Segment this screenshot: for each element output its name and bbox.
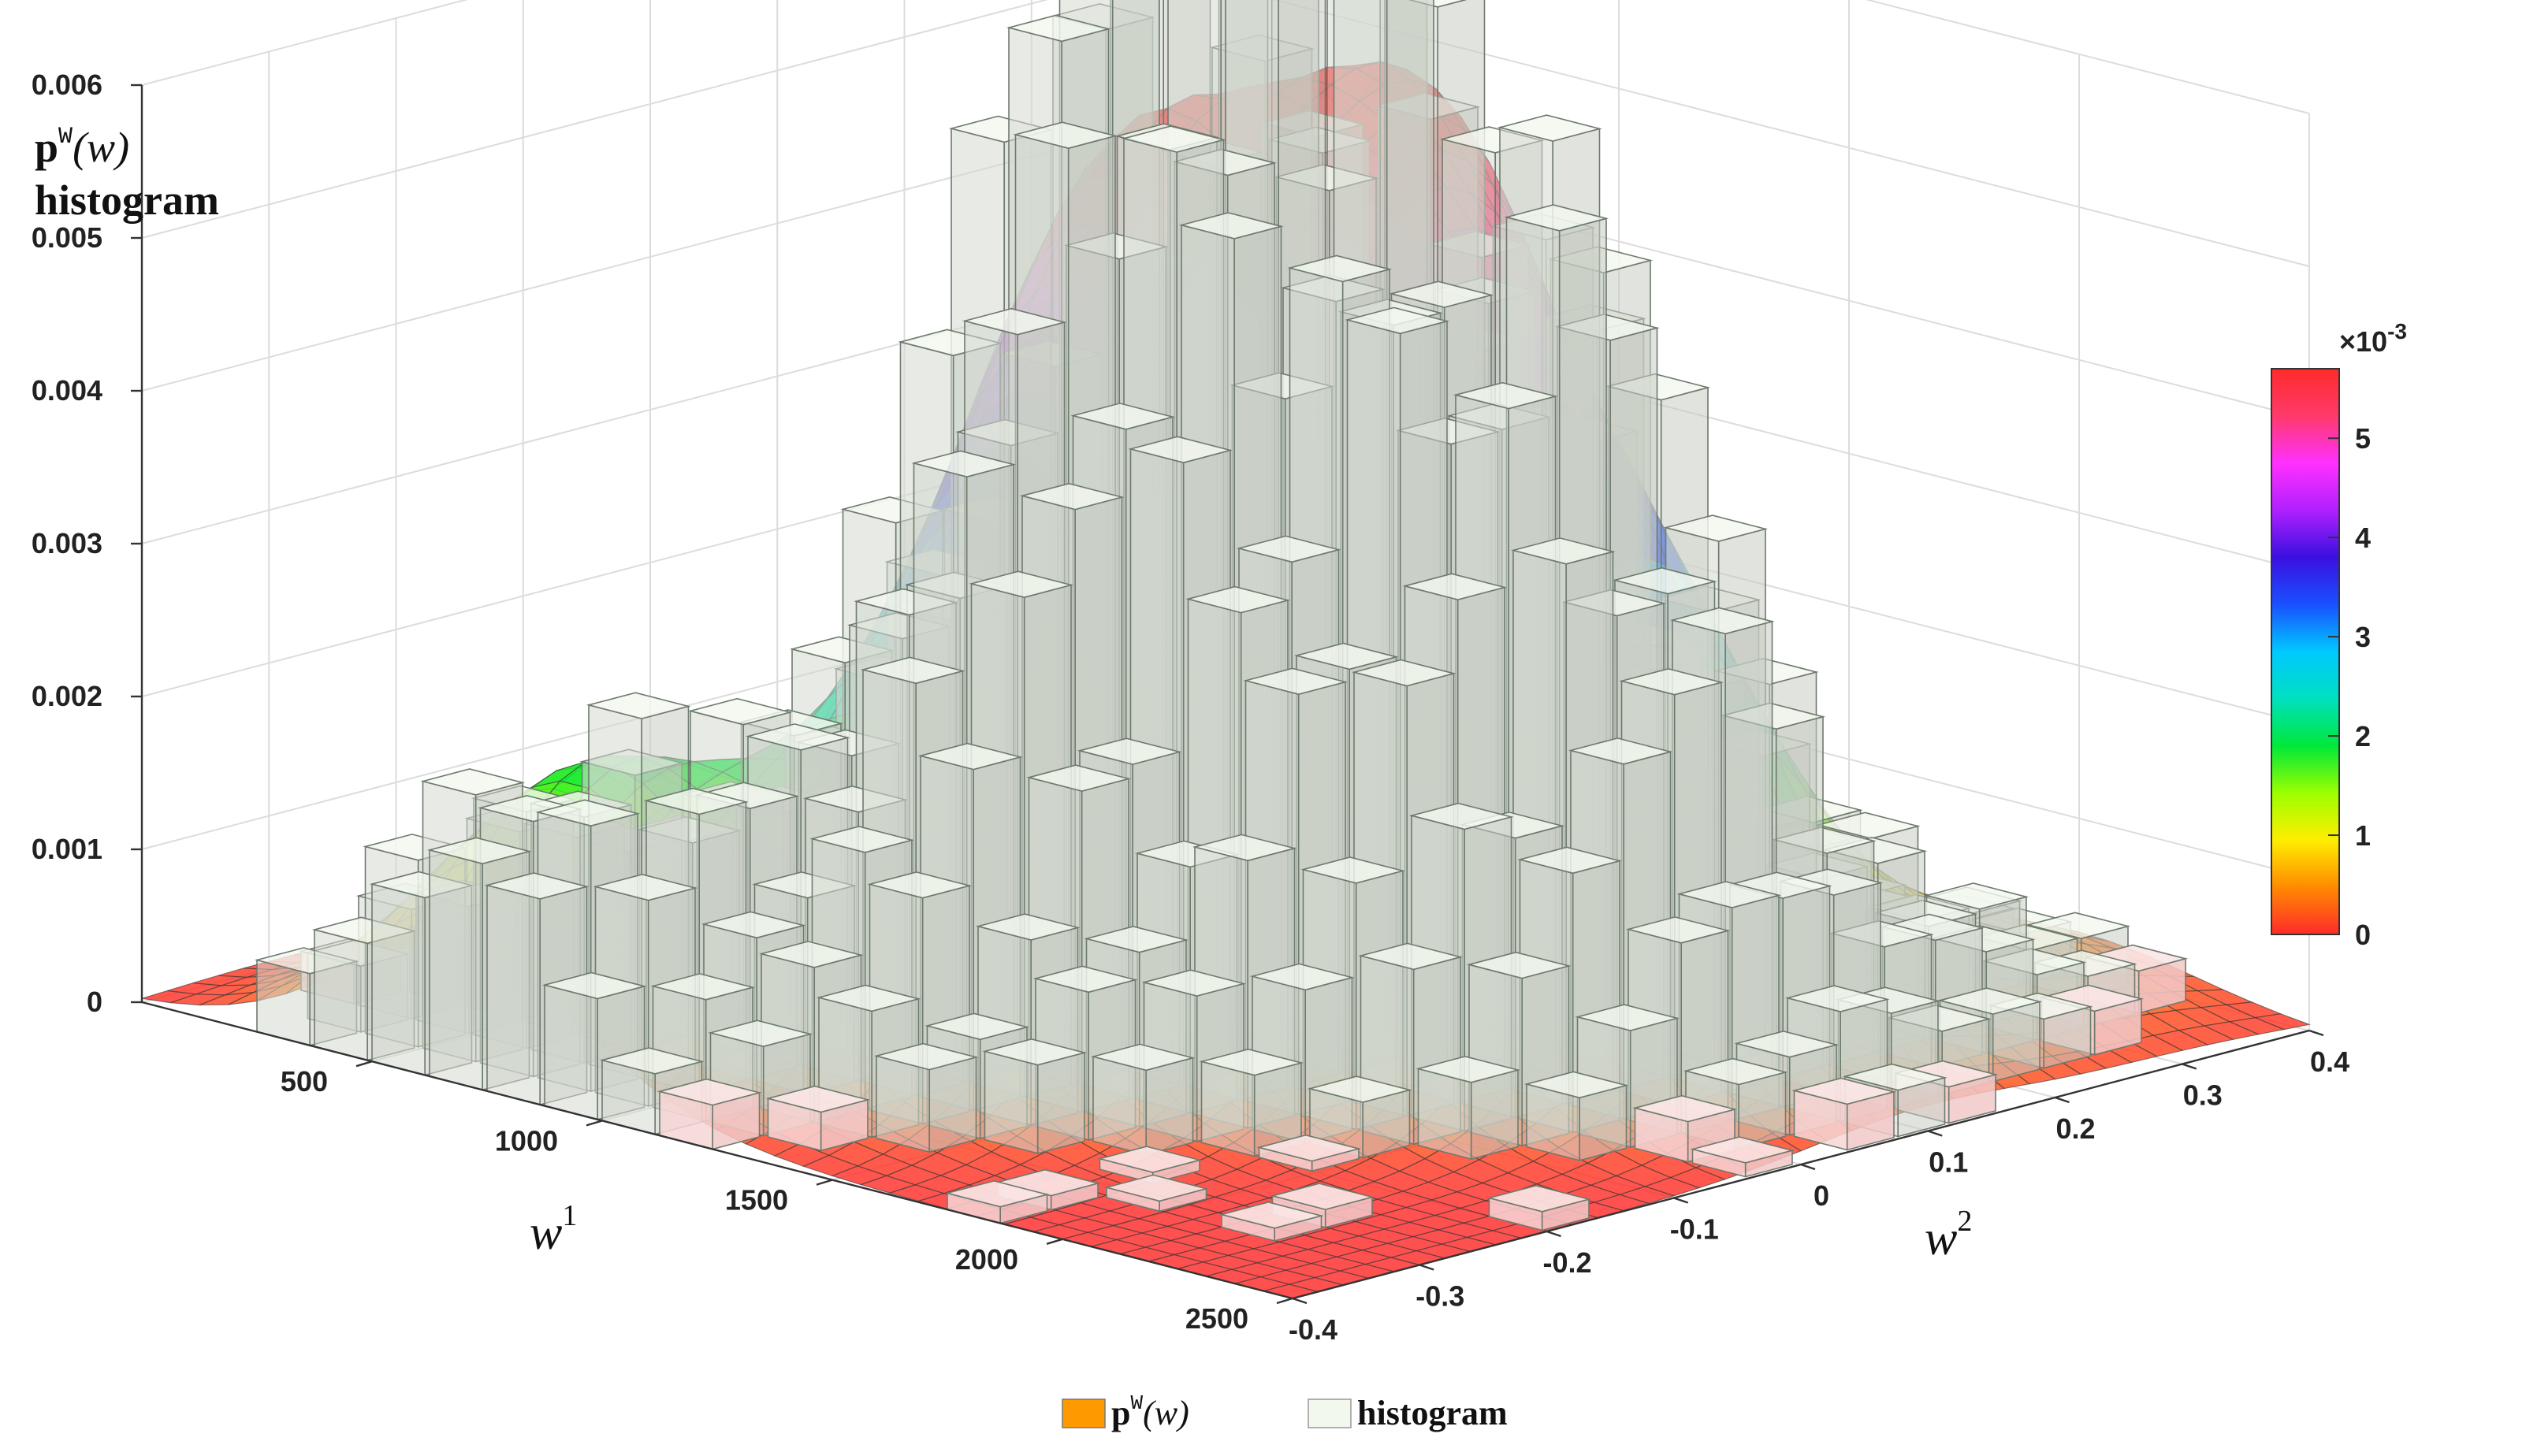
histogram-bar xyxy=(1523,1071,1629,1161)
legend-label-surface: pW(w) xyxy=(1111,1391,1189,1432)
histogram-bar xyxy=(657,1078,762,1150)
histogram-bar xyxy=(982,1038,1088,1154)
colorbar-tick-label: 3 xyxy=(2355,621,2371,653)
colorbar-tick-label: 0 xyxy=(2355,919,2371,951)
y-tick-label: 0.3 xyxy=(2183,1079,2223,1112)
legend-swatch-surface xyxy=(1062,1398,1106,1428)
y-tick-label: -0.2 xyxy=(1542,1246,1591,1279)
x-axis-line xyxy=(141,1001,1293,1300)
z-tick-label: 0.003 xyxy=(32,527,102,559)
colorbar-exponent: ×10-3 xyxy=(2339,319,2407,358)
x-tick-label: 500 xyxy=(281,1065,328,1098)
axis-ticks: 500 1000 1500 2000 2500 -0.4 -0.3 -0.2 -0.1 0 0.1 0… xyxy=(32,69,2349,1346)
z-tick-label: 0.005 xyxy=(32,221,102,254)
legend: pW(w) histogram xyxy=(1062,1391,1508,1432)
colorbar-tick-label: 5 xyxy=(2355,422,2371,455)
z-axis-title-line2: histogram xyxy=(35,176,219,224)
histogram-bar xyxy=(944,1179,1050,1224)
z-tick-label: 0.001 xyxy=(32,833,102,865)
histogram-bar xyxy=(1097,1146,1203,1184)
x-tick-label: 1500 xyxy=(725,1184,788,1216)
histogram-bar xyxy=(1690,1136,1795,1178)
histogram-bar xyxy=(1090,1043,1196,1156)
y-tick-label: 0.4 xyxy=(2310,1046,2349,1078)
y-axis-label: w2 xyxy=(1925,1205,1972,1265)
z-tick-label: 0 xyxy=(87,986,102,1018)
y-tick-label: -0.4 xyxy=(1289,1313,1337,1346)
colorbar-tick-label: 2 xyxy=(2355,720,2371,752)
x-tick-label: 1000 xyxy=(495,1124,558,1157)
histogram-bar xyxy=(1256,1134,1362,1172)
colorbar-tick-label: 4 xyxy=(2355,522,2371,554)
y-tick-label: -0.1 xyxy=(1670,1213,1719,1246)
z-tick-label: 0.006 xyxy=(32,69,102,101)
histogram-bar xyxy=(873,1042,979,1153)
histogram-bars xyxy=(254,0,2189,1242)
histogram-bar xyxy=(1486,1184,1592,1231)
y-tick-label: 0.2 xyxy=(2055,1112,2095,1145)
histogram-bar xyxy=(1103,1174,1209,1213)
legend-label-histogram: histogram xyxy=(1357,1394,1508,1432)
histogram-bar xyxy=(1218,1201,1324,1242)
z-tick-label: 0.004 xyxy=(32,374,102,407)
histogram-bar xyxy=(1791,1077,1897,1151)
legend-swatch-histogram xyxy=(1308,1398,1352,1428)
histogram-bar xyxy=(765,1085,871,1152)
z-axis-title-line1: pW(w) xyxy=(35,124,129,171)
x-tick-label: 2000 xyxy=(955,1243,1018,1276)
colorbar-gradient xyxy=(2271,368,2340,935)
histogram-bar xyxy=(1416,1055,1521,1161)
z-tick-label: 0.002 xyxy=(32,680,102,712)
colorbar-tick-label: 1 xyxy=(2355,819,2371,852)
y-tick-label: 0 xyxy=(1814,1179,1829,1212)
colorbar: ×10-3 0 1 2 3 4 5 xyxy=(2271,319,2407,951)
y-tick-label: -0.3 xyxy=(1416,1280,1464,1313)
y-tick-label: 0.1 xyxy=(1929,1146,1968,1179)
histogram-bar xyxy=(1199,1048,1304,1157)
x-tick-label: 2500 xyxy=(1185,1302,1248,1335)
x-axis-label: w1 xyxy=(530,1199,577,1260)
